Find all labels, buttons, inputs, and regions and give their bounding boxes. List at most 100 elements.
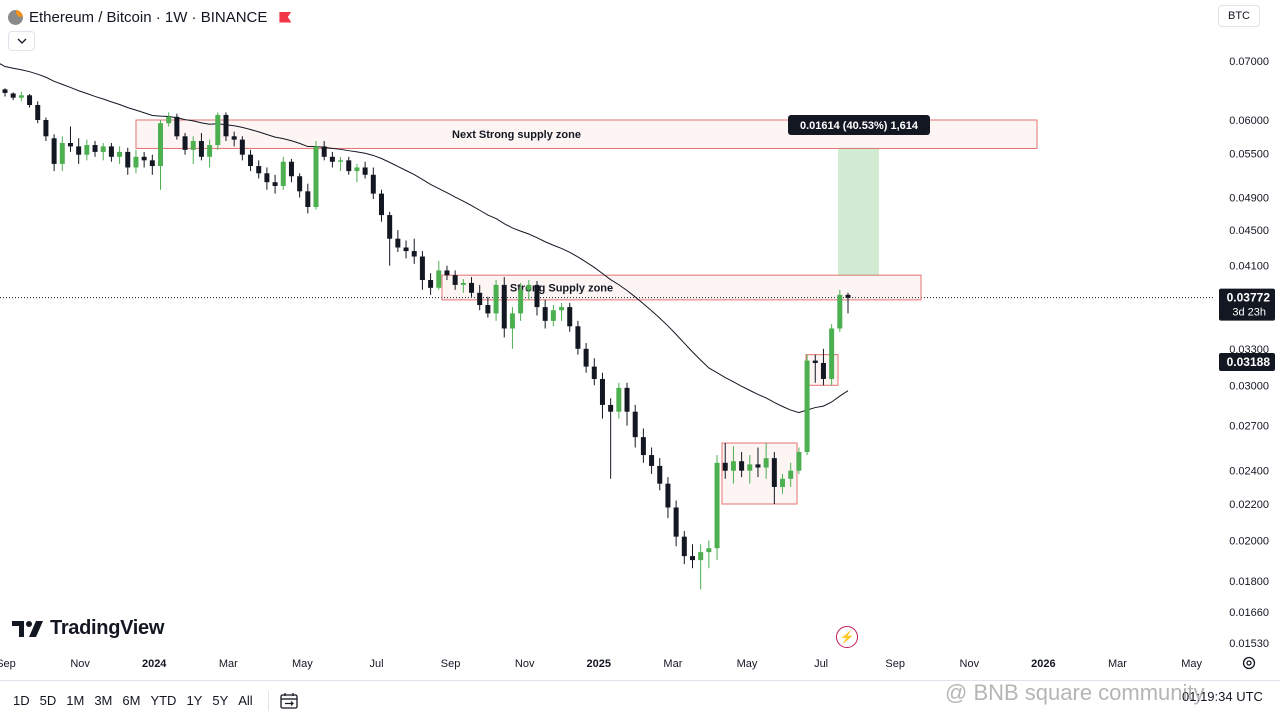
candle-body [43,119,49,137]
candle-body [493,284,499,314]
candle-body [198,140,204,157]
flag-icon[interactable] [279,11,292,23]
candle-body [689,556,695,561]
range-1d[interactable]: 1D [13,692,30,708]
candle-body [681,536,687,557]
candle-body [665,483,671,508]
candle-body [763,458,769,468]
candle-body [84,145,90,155]
tradingview-wordmark: TradingView [50,617,165,639]
price-tick-label: 0.03000 [1229,380,1269,392]
candle-body [256,166,262,174]
candle-body [428,279,434,288]
price-chart[interactable]: Next Strong supply zone Strong Supply zon… [0,0,1280,680]
time-axis[interactable]: Sep Nov 2024 Mar May Jul Sep Nov 2025 Mar May Jul Se… [0,658,1202,670]
time-tick-label: Jul [369,658,383,670]
measure-label: 0.01614 (40.53%) 1,614 [800,120,919,132]
candle-body [280,161,286,186]
candle-body [419,256,425,280]
candle-body [190,140,196,150]
supply-zone-label: Strong Supply zone [510,283,613,295]
candle-body [108,146,114,157]
candle-body [575,326,581,349]
candle-body [338,160,344,162]
candle-body [640,437,646,456]
candle-body [796,452,802,471]
candle-body [158,123,164,167]
candle-body [616,387,622,412]
candle-body [231,136,237,140]
range-5y[interactable]: 5Y [212,692,229,708]
candle-body [288,161,294,177]
candle-body [149,160,155,167]
candle-body [673,507,679,537]
time-tick-label: 2025 [587,658,611,670]
time-tick-label: Sep [885,658,905,670]
lightning-icon[interactable]: ⚡ [836,626,858,648]
candle-body [321,146,327,157]
symbol-header[interactable]: Ethereum / Bitcoin · 1W · BINANCE [8,6,292,28]
price-tick-label: 0.02200 [1229,499,1269,511]
countdown-value: 3d 23h [1232,307,1266,319]
eth-btc-icon [8,9,23,25]
range-1m[interactable]: 1M [66,692,85,708]
measure-label-bg [788,115,930,135]
candle-body [657,465,663,484]
candle-body [599,378,605,405]
watermark-text: @ BNB square community [945,680,1205,705]
gear-icon[interactable] [1241,655,1257,671]
candle-body [10,93,16,98]
candle-body [378,193,384,216]
price-axis[interactable]: 0.07000 0.06000 0.05500 0.04900 0.04500 0.041… [1219,56,1275,650]
time-tick-label: 2026 [1031,658,1055,670]
range-3m[interactable]: 3M [94,692,113,708]
last-price-tag [1219,288,1275,321]
price-tick-label: 0.04500 [1229,225,1269,237]
candle-body [346,160,352,172]
range-6m[interactable]: 6M [122,692,141,708]
candle-body [583,348,589,367]
candle-body [35,104,41,120]
candle-body [67,143,73,147]
calendar-range-icon[interactable] [279,692,299,710]
range-all[interactable]: All [238,692,253,708]
candle-body [452,275,458,285]
candle-body [624,387,630,412]
symbol-title[interactable]: Ethereum / Bitcoin · 1W · BINANCE [29,8,268,26]
time-tick-label: Nov [960,658,980,670]
price-tick-label: 0.02700 [1229,421,1269,433]
ma-price-value: 0.03188 [1227,355,1271,369]
chevron-down-icon [17,38,26,44]
time-tick-label: Mar [1108,658,1127,670]
candle-body [780,478,786,487]
range-1y[interactable]: 1Y [186,692,203,708]
candle-body [739,461,745,471]
candle-body [722,462,728,471]
candle-body [76,146,82,155]
candle-body [477,292,483,306]
utc-clock[interactable]: 01:19:34 UTC [1182,689,1263,704]
candle-body [436,270,442,288]
candle-body [248,154,254,167]
candle-body [559,307,565,311]
candle-body [820,362,826,379]
supply-zone-label: Next Strong supply zone [452,129,581,141]
collapse-legend-button[interactable] [8,31,35,51]
candle-body [174,116,180,137]
candle-body [845,294,851,298]
range-ytd[interactable]: YTD [150,692,177,708]
currency-button[interactable]: BTC [1218,5,1260,27]
time-tick-label: 2024 [142,658,167,670]
price-tick-label: 0.01530 [1229,638,1269,650]
supply-zone-box [721,442,798,505]
candle-body [51,138,57,164]
candle-body [403,247,409,252]
price-tick-label: 0.07000 [1229,56,1269,68]
candle-body [469,282,475,293]
candle-body [27,95,33,105]
candle-body [354,167,360,172]
candle-body [313,146,319,208]
candle-body [223,114,229,137]
range-5d[interactable]: 5D [39,692,57,708]
candle-body [706,548,712,553]
